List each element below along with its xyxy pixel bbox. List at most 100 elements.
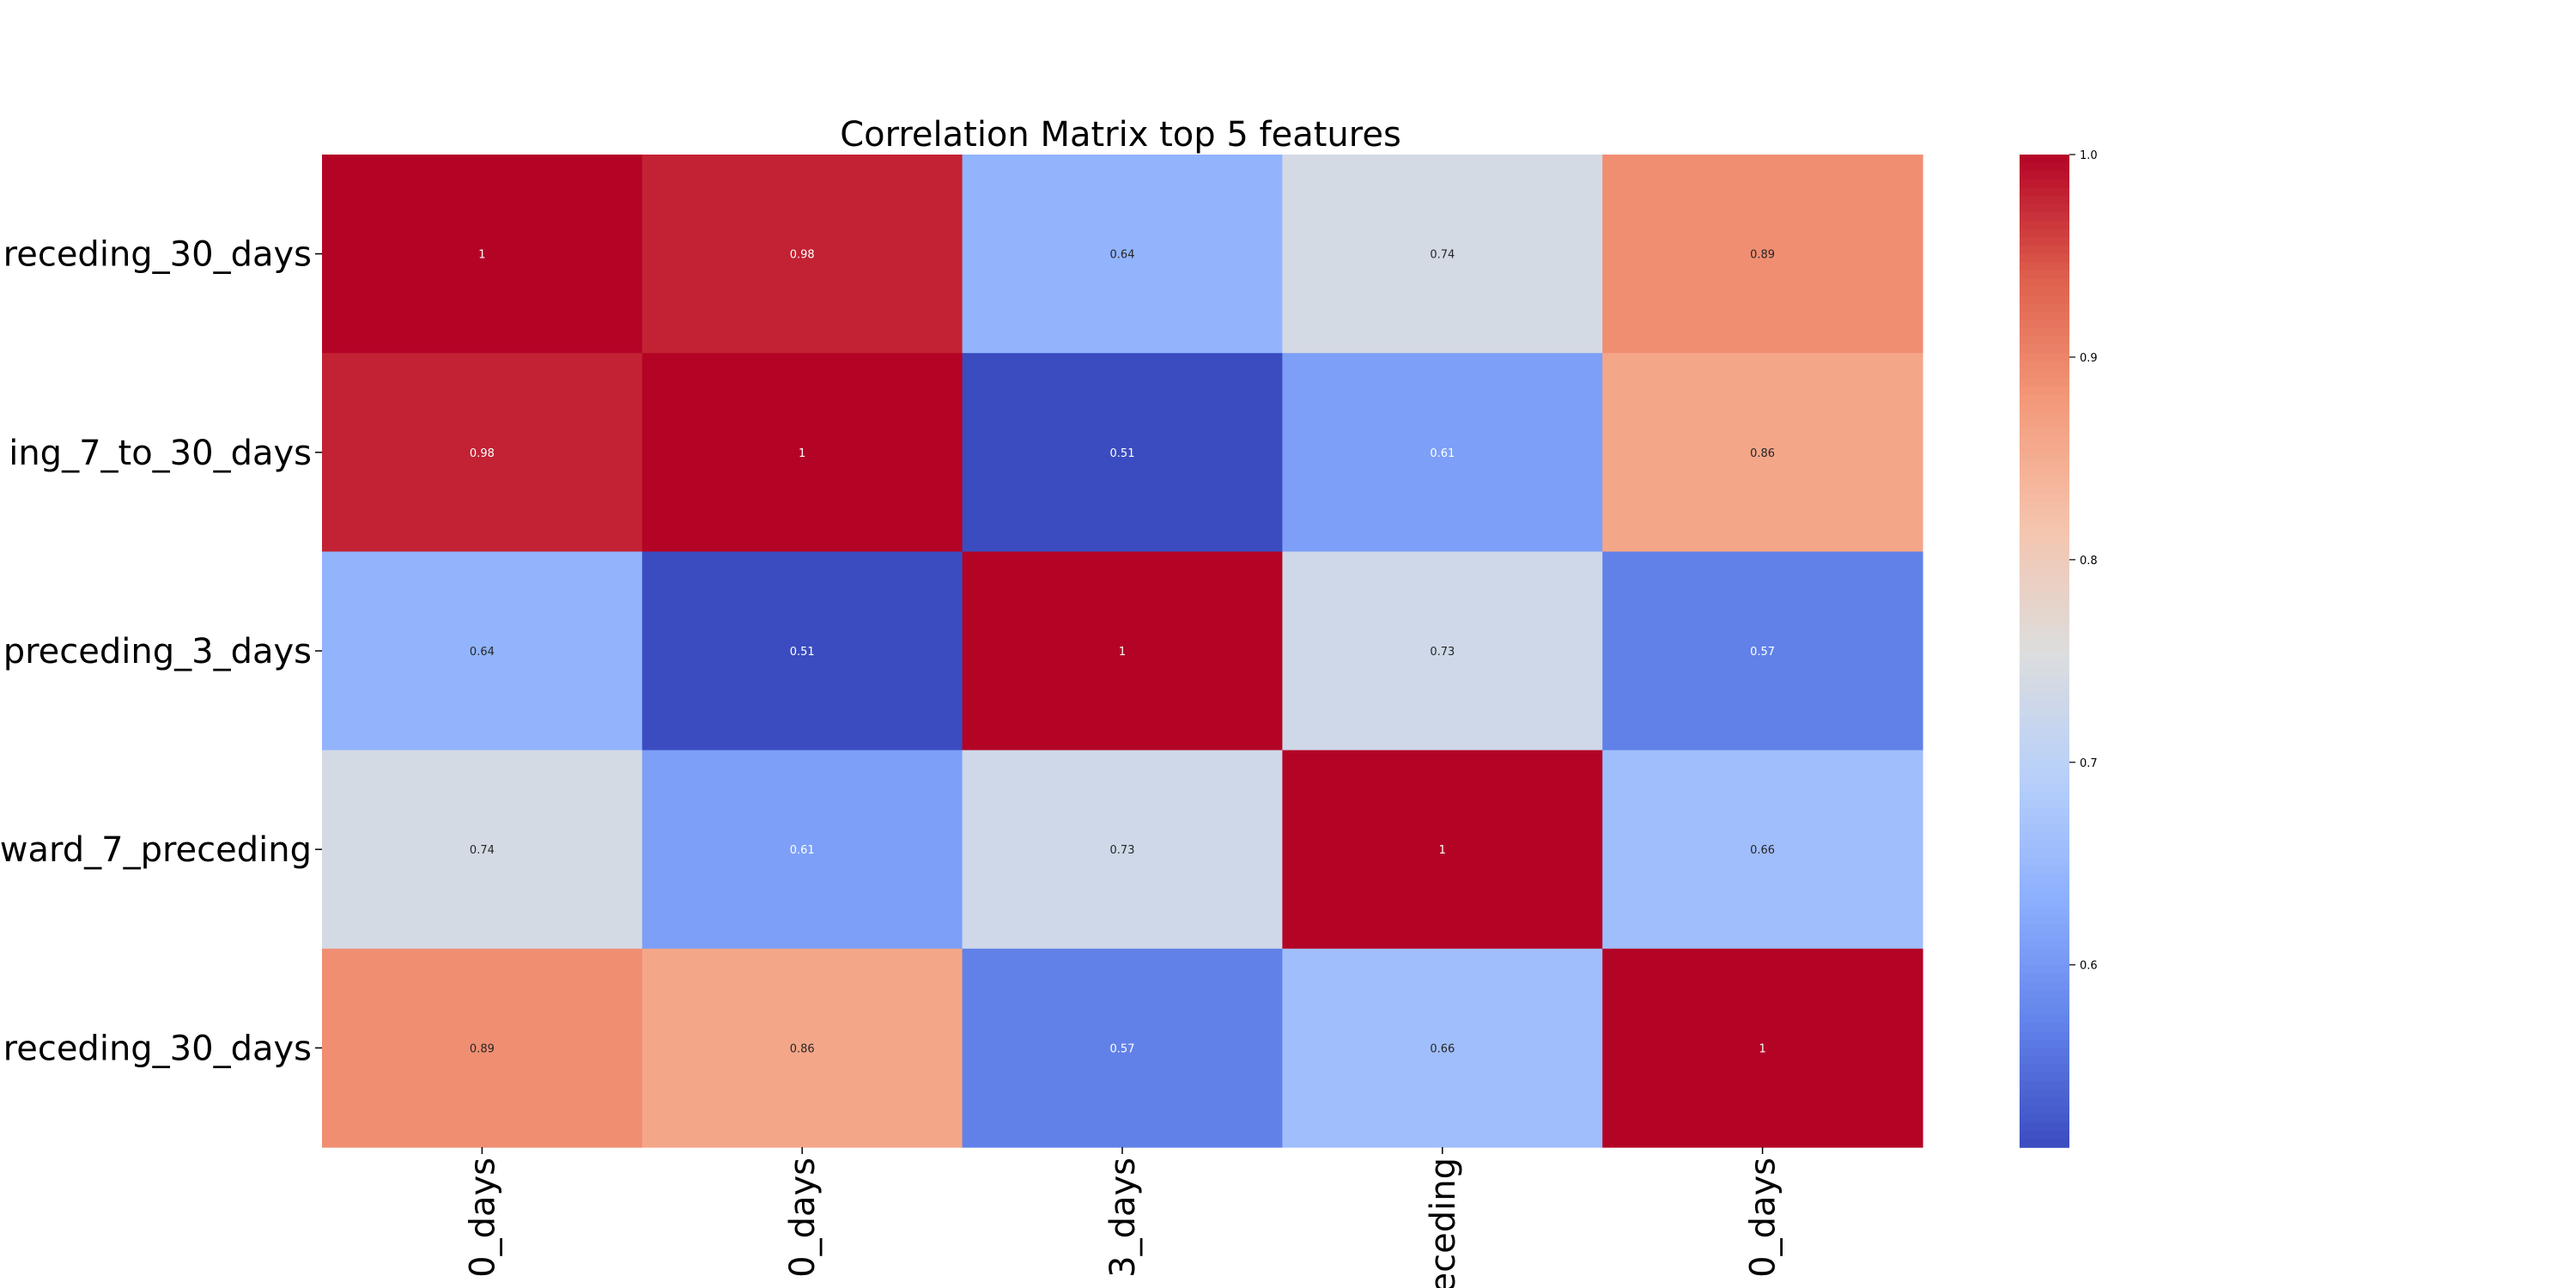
colorbar-segment (2020, 204, 2069, 214)
colorbar-segment (2020, 989, 2069, 999)
colorbar-segment (2020, 592, 2069, 602)
colorbar-tick-label: 1.0 (2080, 149, 2098, 162)
colorbar-segment (2020, 270, 2069, 280)
x-tick-label: 3_days (1103, 1157, 1143, 1278)
colorbar-segment (2020, 179, 2069, 189)
y-tick-label: preceding_3_days (3, 632, 312, 671)
colorbar-segment (2020, 576, 2069, 586)
colorbar-segment (2020, 452, 2069, 462)
colorbar-segment (2020, 369, 2069, 379)
colorbar-segment (2020, 1039, 2069, 1049)
colorbar-segment (2020, 1064, 2069, 1074)
colorbar-segment (2020, 1080, 2069, 1091)
colorbar-segment (2020, 1089, 2069, 1098)
colorbar-segment (2020, 245, 2069, 255)
heatmap-cell-2-4 (1602, 551, 1923, 751)
y-tick-label: receding_30_days (3, 235, 312, 275)
colorbar-segment (2020, 741, 2069, 751)
colorbar-segment (2020, 1114, 2069, 1123)
colorbar-segment (2020, 510, 2069, 519)
colorbar-segment (2020, 303, 2069, 313)
cell-value-label: 0.74 (470, 844, 495, 857)
colorbar: 0.6 0.7 0.8 0.9 1.0 (2020, 149, 2098, 1148)
colorbar-segment (2020, 419, 2069, 428)
heatmap-cell-0-0 (322, 155, 643, 354)
colorbar-segment (2020, 725, 2069, 735)
x-tick-label: 0_days (783, 1157, 823, 1278)
colorbar-segment (2020, 940, 2069, 950)
colorbar-segment (2020, 923, 2069, 933)
colorbar-segment (2020, 808, 2069, 817)
colorbar-segment (2020, 874, 2069, 884)
cell-value-label: 1 (1119, 646, 1126, 659)
heatmap-cell-3-0 (322, 750, 643, 950)
cell-value-label: 0.66 (1750, 844, 1775, 857)
colorbar-segment (2020, 1006, 2069, 1016)
colorbar-segment (2020, 1122, 2069, 1132)
colorbar-segment (2020, 766, 2069, 776)
colorbar-segment (2020, 386, 2069, 396)
colorbar-segment (2020, 196, 2069, 205)
heatmap-cell-3-1 (641, 750, 963, 950)
colorbar-segment (2020, 155, 2069, 164)
colorbar-segment (2020, 410, 2069, 421)
colorbar-segment (2020, 344, 2069, 354)
colorbar-tick-label: 0.8 (2080, 555, 2098, 568)
heatmap-cell-1-0 (322, 353, 643, 552)
cell-value-label: 0.86 (790, 1042, 815, 1055)
colorbar-segment (2020, 319, 2069, 330)
cell-value-label: 0.98 (790, 249, 815, 262)
colorbar-segment (2020, 890, 2069, 900)
colorbar-segment (2020, 1014, 2069, 1024)
colorbar-segment (2020, 973, 2069, 983)
colorbar-segment (2020, 1031, 2069, 1041)
heatmap-cell-0-2 (962, 155, 1283, 354)
heatmap-cell-4-0 (322, 948, 643, 1148)
heatmap-cell-2-2 (962, 551, 1283, 751)
colorbar-segment (2020, 915, 2069, 925)
cell-value-label: 0.64 (1110, 249, 1135, 262)
colorbar-segment (2020, 1023, 2069, 1032)
heatmap-cell-1-4 (1602, 353, 1923, 552)
cell-value-label: 1 (1759, 1042, 1765, 1055)
colorbar-segment (2020, 228, 2069, 239)
y-tick-label: ing_7_to_30_days (9, 434, 312, 473)
heatmap-cell-1-3 (1282, 353, 1603, 552)
colorbar-segment (2020, 609, 2069, 619)
heatmap-cell-2-0 (322, 551, 643, 751)
colorbar-tick-label: 0.6 (2080, 960, 2098, 973)
colorbar-segment (2020, 708, 2069, 718)
heatmap-cell-3-4 (1602, 750, 1923, 950)
colorbar-segment (2020, 617, 2069, 627)
colorbar-segment (2020, 1072, 2069, 1082)
colorbar-segment (2020, 493, 2069, 503)
colorbar-segment (2020, 253, 2069, 264)
colorbar-segment (2020, 361, 2069, 371)
colorbar-segment (2020, 435, 2069, 445)
colorbar-segment (2020, 651, 2069, 660)
cell-value-label: 0.89 (470, 1042, 495, 1055)
cell-value-label: 0.74 (1430, 249, 1455, 262)
chart-title: Correlation Matrix top 5 features (840, 115, 1401, 155)
colorbar-segment (2020, 832, 2069, 842)
colorbar-segment (2020, 543, 2069, 553)
colorbar-segment (2020, 1056, 2069, 1066)
cell-value-label: 1 (1439, 844, 1446, 857)
colorbar-segment (2020, 700, 2069, 710)
cell-value-label: 0.51 (790, 646, 815, 659)
cell-value-label: 0.64 (470, 646, 495, 659)
colorbar-segment (2020, 278, 2069, 288)
colorbar-segment (2020, 932, 2069, 941)
colorbar-segment (2020, 799, 2069, 809)
colorbar-segment (2020, 841, 2069, 850)
colorbar-segment (2020, 816, 2069, 826)
heatmap-cell-4-2 (962, 948, 1283, 1148)
colorbar-segment (2020, 212, 2069, 222)
colorbar-segment (2020, 601, 2069, 611)
colorbar-segment (2020, 584, 2069, 594)
heatmap-cell-1-1 (641, 353, 963, 552)
cell-value-label: 1 (799, 447, 805, 460)
colorbar-segment (2020, 1139, 2069, 1148)
colorbar-segment (2020, 907, 2069, 917)
colorbar-segment (2020, 378, 2069, 387)
